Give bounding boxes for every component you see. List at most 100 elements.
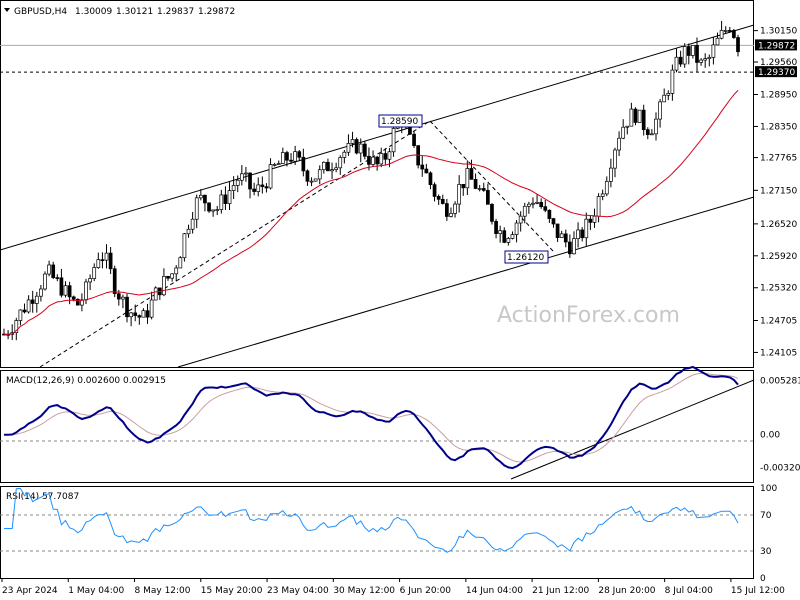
candle-body: [96, 259, 101, 268]
candle-body: [563, 233, 568, 243]
macd-tick-label: 0.00: [760, 431, 780, 441]
candle-body: [641, 109, 646, 131]
candle-body: [453, 203, 457, 214]
candle-body: [260, 184, 265, 187]
header-close: 1.29872: [198, 7, 235, 17]
candle-body: [494, 221, 498, 234]
candle-body: [215, 209, 220, 211]
candle-body: [317, 169, 322, 180]
candle-body: [22, 309, 27, 313]
time-tick-label: 28 Jun 20:00: [598, 586, 655, 596]
candle-body: [43, 273, 47, 290]
annotation-high: 1.28590: [378, 114, 423, 128]
candle-body: [535, 202, 539, 204]
candle-body: [112, 268, 117, 295]
candle-body: [465, 168, 470, 189]
candle-body: [658, 101, 662, 120]
candle-body: [555, 223, 560, 238]
candle-body: [358, 143, 363, 154]
time-tick-label: 8 Jul 04:00: [665, 586, 714, 596]
candle-body: [248, 172, 252, 190]
candle-body: [301, 156, 306, 172]
candle-body: [174, 267, 179, 275]
candle-body: [219, 194, 224, 210]
candle-body: [133, 312, 138, 316]
candle-body: [613, 149, 617, 169]
candle-body: [469, 168, 474, 180]
candle-body: [424, 168, 429, 174]
rsi-panel: [0, 486, 754, 579]
candle-body: [420, 164, 425, 170]
candle-body: [145, 310, 150, 318]
time-tick-label: 6 Jun 20:00: [400, 586, 452, 596]
candle-body: [342, 151, 347, 158]
header-high: 1.30121: [116, 7, 153, 17]
candle-body: [412, 133, 416, 146]
candle-body: [244, 172, 248, 175]
candle-body: [502, 230, 507, 243]
price-tick-label: 1.27150: [760, 186, 797, 196]
price-tick-label: 1.24705: [760, 316, 797, 326]
fib-line-2: [429, 120, 554, 252]
candle-body: [654, 118, 658, 135]
candle-body: [650, 133, 654, 136]
candle-body: [162, 276, 166, 296]
candle-body: [477, 188, 482, 190]
candle-body: [71, 296, 76, 300]
candle-body: [170, 273, 174, 279]
candle-body: [182, 233, 187, 259]
candle-body: [379, 153, 384, 165]
level-price-tag-text: 1.29370: [758, 68, 795, 78]
candle-body: [47, 264, 51, 275]
price-tick-label: 1.30150: [760, 27, 797, 37]
candle-body: [26, 299, 31, 313]
candle-body: [256, 184, 261, 192]
candle-body: [621, 126, 626, 139]
candle-body: [350, 139, 355, 144]
candle-body: [559, 233, 564, 238]
candle-body: [252, 188, 256, 192]
price-tick-label: 1.26520: [760, 220, 797, 230]
candle-body: [14, 320, 19, 334]
candle-body: [580, 229, 585, 239]
candle-body: [568, 241, 572, 255]
candle-body: [609, 167, 613, 182]
dropdown-icon[interactable]: [4, 8, 10, 12]
candle-body: [547, 209, 552, 219]
candle-body: [104, 252, 109, 261]
candle-body: [108, 252, 113, 270]
time-tick-label: 21 Jun 12:00: [532, 586, 589, 596]
candle-body: [367, 155, 371, 165]
channel-lower-line: [177, 196, 755, 368]
candle-body: [39, 288, 43, 297]
candle-body: [711, 44, 716, 58]
candle-body: [695, 45, 699, 63]
candle-body: [207, 202, 211, 212]
candle-body: [211, 209, 215, 212]
macd-trendline: [510, 379, 755, 480]
candle-body: [34, 295, 39, 304]
time-tick-label: 1 May 04:00: [68, 586, 124, 596]
candle-body: [510, 234, 515, 239]
candle-body: [514, 222, 519, 235]
moving-average-line: [3, 90, 739, 335]
time-tick-label: 23 May 04:00: [267, 586, 329, 596]
candle-body: [88, 278, 92, 283]
candle-body: [449, 213, 453, 217]
time-axis: 23 Apr 2024 1 May 04:00 8 May 12:00 15 May …: [1, 578, 785, 596]
candle-body: [309, 180, 314, 183]
candle-body: [223, 194, 228, 204]
annotation-low-label: 1.26120: [507, 253, 544, 263]
annotation-high-label: 1.28590: [381, 117, 418, 127]
rsi-axis: 100 70 30 0: [760, 484, 777, 584]
candle-body: [637, 109, 642, 123]
candle-body: [645, 129, 650, 136]
candle-body: [55, 277, 60, 279]
candle-body: [490, 203, 494, 222]
candle-body: [92, 267, 97, 279]
candle-body: [264, 186, 269, 189]
candle-body: [432, 184, 437, 197]
rsi-tick-label: 30: [760, 547, 772, 557]
candle-body: [178, 257, 183, 269]
candle-body: [326, 161, 330, 172]
